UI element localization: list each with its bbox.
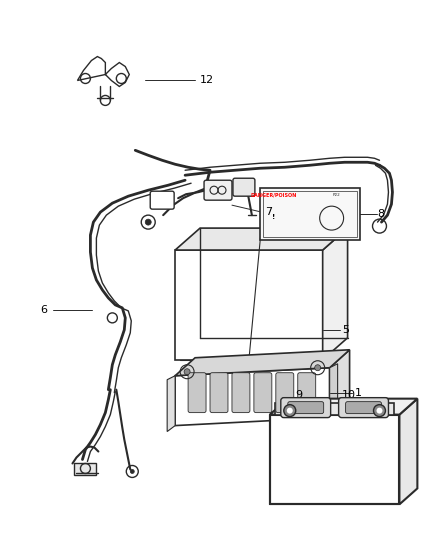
FancyBboxPatch shape	[346, 402, 381, 414]
FancyBboxPatch shape	[232, 373, 250, 413]
Polygon shape	[74, 464, 96, 475]
Text: 8: 8	[378, 209, 385, 219]
Text: 7: 7	[265, 207, 272, 217]
FancyBboxPatch shape	[204, 180, 232, 200]
Circle shape	[184, 369, 190, 375]
Polygon shape	[323, 228, 348, 360]
FancyBboxPatch shape	[210, 373, 228, 413]
Polygon shape	[330, 364, 338, 417]
Polygon shape	[275, 402, 395, 415]
FancyBboxPatch shape	[298, 373, 316, 413]
Text: !: !	[272, 214, 276, 220]
Polygon shape	[175, 368, 330, 425]
Polygon shape	[399, 399, 417, 504]
Circle shape	[130, 470, 134, 473]
Text: 10: 10	[342, 390, 356, 400]
Circle shape	[145, 219, 151, 225]
FancyBboxPatch shape	[233, 178, 255, 196]
Circle shape	[377, 408, 382, 414]
Text: 9: 9	[295, 390, 302, 400]
Polygon shape	[330, 350, 350, 417]
Polygon shape	[175, 228, 348, 250]
Text: 6: 6	[41, 305, 48, 315]
Polygon shape	[270, 399, 417, 415]
Circle shape	[287, 408, 293, 414]
FancyBboxPatch shape	[150, 191, 174, 209]
FancyBboxPatch shape	[188, 373, 206, 413]
Circle shape	[314, 365, 321, 371]
Polygon shape	[264, 204, 284, 224]
Polygon shape	[167, 376, 175, 432]
FancyBboxPatch shape	[276, 373, 294, 413]
Polygon shape	[175, 250, 323, 360]
Text: DANGER/POISON: DANGER/POISON	[251, 193, 297, 198]
Polygon shape	[175, 350, 350, 376]
FancyBboxPatch shape	[260, 188, 360, 240]
FancyBboxPatch shape	[339, 398, 389, 417]
FancyBboxPatch shape	[281, 398, 331, 417]
Text: 12: 12	[200, 76, 214, 85]
Circle shape	[374, 405, 385, 417]
Text: P22: P22	[333, 193, 340, 197]
Text: 1: 1	[355, 387, 361, 398]
FancyBboxPatch shape	[288, 402, 324, 414]
Text: 5: 5	[343, 325, 350, 335]
Circle shape	[284, 405, 296, 417]
FancyBboxPatch shape	[254, 373, 272, 413]
Polygon shape	[78, 56, 129, 86]
Polygon shape	[270, 415, 399, 504]
